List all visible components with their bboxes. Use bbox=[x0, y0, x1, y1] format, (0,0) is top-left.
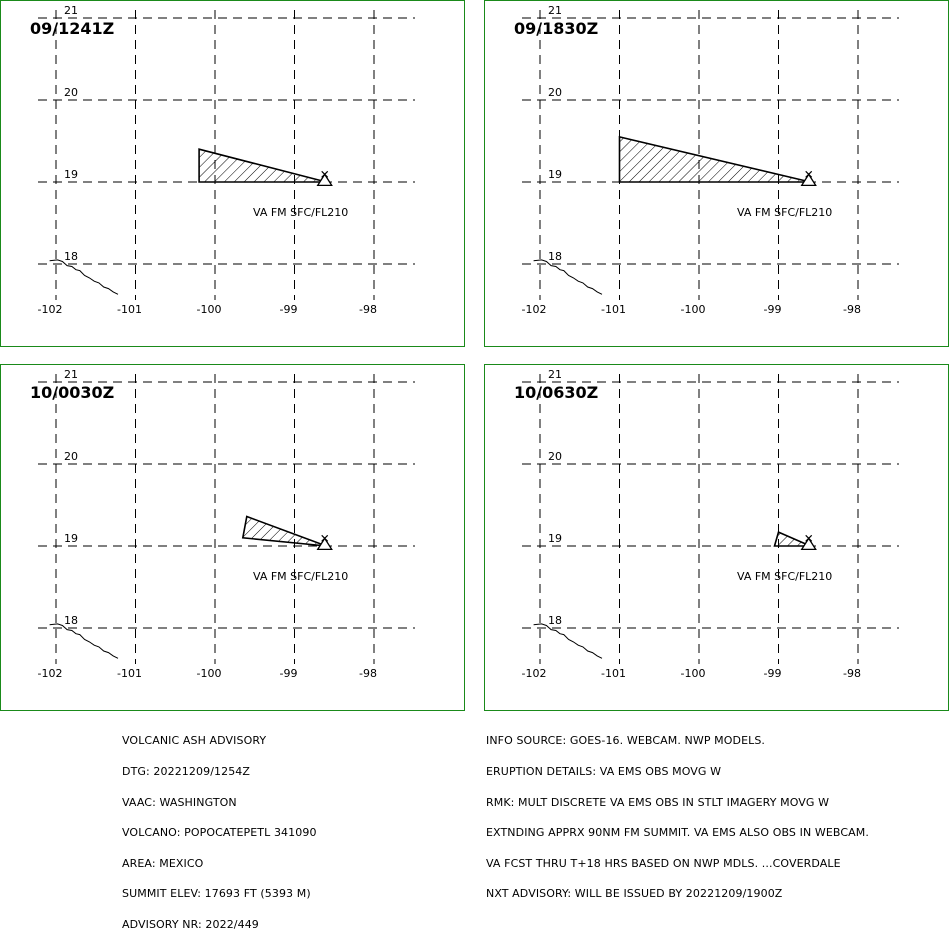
va-level-label: VA FM SFC/FL210 bbox=[737, 206, 832, 219]
ash-cloud-polygon bbox=[241, 515, 327, 547]
longitude-label: -100 bbox=[681, 303, 706, 316]
longitude-label: -99 bbox=[280, 667, 298, 680]
longitude-label: -100 bbox=[197, 303, 222, 316]
summit-marker-icon bbox=[805, 170, 813, 178]
latitude-label: 18 bbox=[64, 614, 78, 627]
advisory-line: EXTNDING APPRX 90NM FM SUMMIT. VA EMS AL… bbox=[486, 826, 869, 840]
advisory-line: INFO SOURCE: GOES-16. WEBCAM. NWP MODELS… bbox=[486, 734, 766, 748]
forecast-time-label: 10/0630Z bbox=[514, 383, 598, 402]
advisory-line: ERUPTION DETAILS: VA EMS OBS MOVG W bbox=[486, 765, 722, 778]
latitude-label: 21 bbox=[64, 4, 78, 17]
volcano-icon bbox=[316, 537, 333, 551]
latitude-label: 19 bbox=[548, 532, 562, 545]
longitude-label: -98 bbox=[843, 667, 861, 680]
longitude-label: -99 bbox=[764, 303, 782, 316]
ash-map: 21 20 19 18 -102 -101 -100 -99 -98 VA FM SFC/FL21… bbox=[30, 4, 415, 316]
ash-cloud-polygon bbox=[773, 531, 811, 547]
latitude-label: 20 bbox=[548, 86, 562, 99]
longitude-label: -98 bbox=[359, 303, 377, 316]
summit-marker-icon bbox=[321, 170, 329, 178]
coastline bbox=[533, 259, 603, 295]
ash-map: 21 20 19 18 -102 -101 -100 -99 -98 VA FM SFC/FL21… bbox=[514, 4, 899, 316]
longitude-label: -100 bbox=[681, 667, 706, 680]
longitude-label: -99 bbox=[280, 303, 298, 316]
latitude-label: 20 bbox=[64, 450, 78, 463]
advisory-line: AREA: MEXICO bbox=[122, 856, 204, 870]
ash-map: 21 20 19 18 -102 -101 -100 -99 -98 VA FM SFC/FL21… bbox=[30, 368, 415, 680]
latitude-label: 20 bbox=[64, 86, 78, 99]
forecast-panel: 21 20 19 18 -102 -101 -100 -99 -98 VA FM SFC/FL21… bbox=[484, 364, 949, 711]
summit-marker-icon bbox=[805, 534, 813, 542]
longitude-label: -101 bbox=[117, 303, 142, 316]
forecast-panel: 21 20 19 18 -102 -101 -100 -99 -98 VA FM SFC/FL21… bbox=[0, 0, 465, 347]
va-level-label: VA FM SFC/FL210 bbox=[253, 206, 348, 219]
latitude-label: 19 bbox=[548, 168, 562, 181]
longitude-label: -101 bbox=[601, 303, 626, 316]
advisory-line: VOLCANO: POPOCATEPETL 341090 bbox=[122, 826, 317, 840]
longitude-label: -101 bbox=[601, 667, 626, 680]
advisory-line: NXT ADVISORY: WILL BE ISSUED BY 20221209… bbox=[486, 887, 783, 901]
latitude-label: 18 bbox=[548, 250, 562, 263]
advisory-line: VOLCANIC ASH ADVISORY bbox=[122, 734, 267, 748]
forecast-time-label: 09/1830Z bbox=[514, 19, 598, 38]
latitude-label: 19 bbox=[64, 168, 78, 181]
advisory-line: RMK: MULT DISCRETE VA EMS OBS IN STLT IM… bbox=[486, 795, 830, 809]
coastline bbox=[533, 623, 603, 659]
latitude-label: 21 bbox=[548, 368, 562, 381]
latitude-label: 18 bbox=[548, 614, 562, 627]
coastline bbox=[49, 259, 119, 295]
summit-marker-icon bbox=[321, 534, 329, 542]
forecast-time-label: 10/0030Z bbox=[30, 383, 114, 402]
latitude-label: 18 bbox=[64, 250, 78, 263]
volcano-icon bbox=[800, 537, 817, 551]
latitude-label: 21 bbox=[548, 4, 562, 17]
advisory-details-text: INFO SOURCE: GOES-16. WEBCAM. NWP MODELS… bbox=[486, 716, 869, 910]
coastline bbox=[49, 623, 119, 659]
longitude-label: -102 bbox=[522, 667, 547, 680]
longitude-label: -98 bbox=[843, 303, 861, 316]
va-level-label: VA FM SFC/FL210 bbox=[737, 570, 832, 583]
advisory-line: VA FCST THRU T+18 HRS BASED ON NWP MDLS.… bbox=[486, 856, 841, 870]
longitude-label: -100 bbox=[197, 667, 222, 680]
volcano-icon bbox=[316, 173, 333, 187]
ash-cloud-polygon bbox=[618, 135, 811, 183]
forecast-panel: 21 20 19 18 -102 -101 -100 -99 -98 VA FM SFC/FL21… bbox=[0, 364, 465, 711]
advisory-header-text: VOLCANIC ASH ADVISORY DTG: 20221209/1254… bbox=[122, 716, 317, 940]
advisory-line: VAAC: WASHINGTON bbox=[122, 795, 237, 809]
volcano-icon bbox=[800, 173, 817, 187]
longitude-label: -101 bbox=[117, 667, 142, 680]
longitude-label: -102 bbox=[38, 667, 63, 680]
longitude-label: -102 bbox=[38, 303, 63, 316]
longitude-label: -102 bbox=[522, 303, 547, 316]
longitude-label: -98 bbox=[359, 667, 377, 680]
advisory-line: SUMMIT ELEV: 17693 FT (5393 M) bbox=[122, 887, 311, 901]
latitude-label: 19 bbox=[64, 532, 78, 545]
ash-cloud-polygon bbox=[198, 148, 327, 183]
forecast-panel: 21 20 19 18 -102 -101 -100 -99 -98 VA FM SFC/FL21… bbox=[484, 0, 949, 347]
advisory-line: ADVISORY NR: 2022/449 bbox=[122, 917, 259, 931]
longitude-label: -99 bbox=[764, 667, 782, 680]
ash-map: 21 20 19 18 -102 -101 -100 -99 -98 VA FM SFC/FL21… bbox=[514, 368, 899, 680]
latitude-label: 21 bbox=[64, 368, 78, 381]
latitude-label: 20 bbox=[548, 450, 562, 463]
forecast-time-label: 09/1241Z bbox=[30, 19, 114, 38]
advisory-line: DTG: 20221209/1254Z bbox=[122, 765, 251, 778]
va-level-label: VA FM SFC/FL210 bbox=[253, 570, 348, 583]
